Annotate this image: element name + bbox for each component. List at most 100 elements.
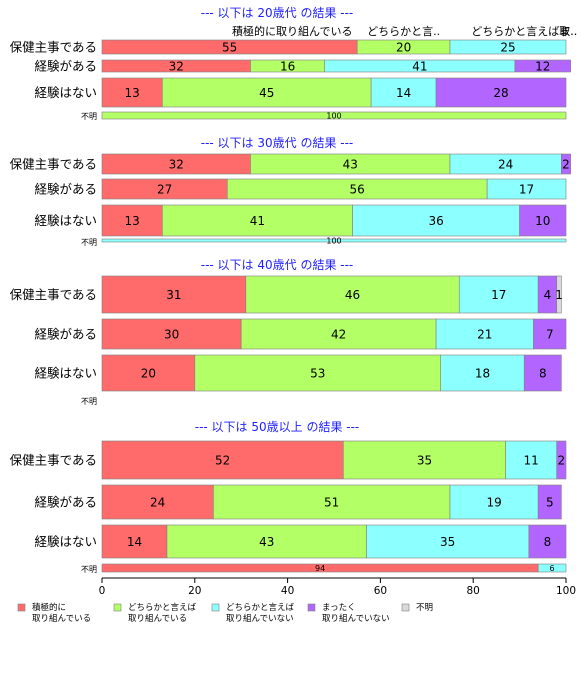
- top-column-label: どちらかと言えば取..: [471, 25, 577, 38]
- bar-segment: [458, 275, 539, 314]
- legend-label: 取り組んでいる: [32, 613, 91, 624]
- row-label: 保健主事である: [10, 453, 97, 468]
- bar-segment: [162, 204, 353, 237]
- row-label: 保健主事である: [10, 157, 97, 172]
- unknown-bar-value-label: 100: [326, 236, 341, 245]
- bar-value-label: 25: [500, 40, 515, 54]
- bar-value-label: 43: [343, 157, 358, 171]
- unknown-bar-segment: [101, 238, 567, 243]
- legend-swatch: [401, 603, 410, 612]
- bar-value-label: 41: [412, 59, 427, 73]
- row-label: 経験はない: [34, 213, 97, 228]
- bar-value-label: 30: [164, 327, 179, 341]
- bar-value-label: 42: [331, 327, 346, 341]
- legend-label: 不明: [416, 603, 433, 613]
- bar-value-label: 17: [491, 288, 506, 302]
- legend-swatch: [17, 603, 26, 612]
- bar-segment: [240, 318, 437, 350]
- bar-segment: [556, 275, 562, 314]
- bar-value-label: 2: [562, 157, 570, 171]
- unknown-bar-segment: [537, 563, 567, 573]
- legend-swatch: [113, 603, 122, 612]
- bar-segment: [514, 59, 571, 73]
- bar-segment: [523, 354, 562, 392]
- bar-segment: [435, 77, 567, 108]
- bar-segment: [166, 524, 367, 559]
- bar-segment: [366, 524, 530, 559]
- x-tick-label: 20: [188, 585, 201, 597]
- bar-segment: [519, 204, 567, 237]
- bar-value-label: 32: [169, 157, 184, 171]
- unknown-bar-segment: [101, 111, 567, 120]
- bar-value-label: 43: [259, 535, 274, 549]
- bar-value-label: 13: [125, 214, 140, 228]
- legend-swatch: [307, 603, 316, 612]
- x-tick-label: 0: [99, 585, 106, 597]
- legend-label: 積極的に: [32, 602, 66, 613]
- bar-segment: [533, 318, 567, 350]
- bar-value-label: 11: [524, 453, 539, 467]
- bar-value-label: 4: [544, 288, 552, 302]
- bar-segment: [537, 484, 562, 520]
- bar-value-label: 51: [324, 495, 339, 509]
- bar-value-label: 53: [310, 366, 325, 380]
- legend-swatch: [211, 603, 220, 612]
- bar-value-label: 14: [396, 86, 411, 100]
- bar-segment: [101, 275, 247, 314]
- bar-value-label: 27: [157, 182, 172, 196]
- bar-value-label: 20: [396, 40, 411, 54]
- legend-label: 取り組んでいる: [128, 613, 187, 624]
- bar-value-label: 55: [222, 40, 237, 54]
- panel-title: --- 以下は 40歳代 の結果 ---: [201, 258, 354, 272]
- x-tick-label: 60: [374, 585, 387, 597]
- bar-value-label: 52: [215, 453, 230, 467]
- x-tick-label: 100: [556, 585, 576, 597]
- legend-label: どちらかと言えば: [226, 602, 295, 613]
- bar-segment: [101, 524, 168, 559]
- bar-value-label: 35: [440, 535, 455, 549]
- bar-value-label: 28: [493, 86, 508, 100]
- legend-label: まったく: [322, 603, 356, 613]
- panel-title: --- 以下は 50歳以上 の結果 ---: [195, 420, 360, 434]
- top-column-label: ま..: [559, 25, 577, 38]
- legend-label: 取り組んでいない: [226, 613, 294, 624]
- legend-label: どちらかと言えば: [128, 602, 197, 613]
- bar-segment: [528, 524, 567, 559]
- bar-value-label: 32: [169, 59, 184, 73]
- panel-title: --- 以下は 30歳代 の結果 ---: [201, 136, 354, 150]
- bar-value-label: 13: [125, 86, 140, 100]
- row-label: 経験がある: [34, 59, 97, 74]
- row-label: 経験がある: [34, 182, 97, 197]
- bar-value-label: 45: [259, 86, 274, 100]
- panel-title: --- 以下は 20歳代 の結果 ---: [201, 6, 354, 20]
- bar-value-label: 36: [428, 214, 443, 228]
- row-label: 保健主事である: [10, 40, 97, 55]
- top-column-label: どちらかと言..: [367, 25, 440, 38]
- unknown-bar-value-label: 100: [326, 111, 341, 120]
- x-tick-label: 40: [281, 585, 294, 597]
- bar-value-label: 24: [150, 495, 165, 509]
- x-tick-label: 80: [467, 585, 480, 597]
- bar-segment: [435, 318, 534, 350]
- bar-segment: [162, 77, 372, 108]
- bar-segment: [486, 178, 567, 200]
- bar-segment: [556, 440, 567, 480]
- bar-segment: [245, 275, 460, 314]
- legend-label: 取り組んでいない: [322, 613, 390, 624]
- bar-segment: [449, 39, 567, 55]
- unknown-row-label: 不明: [81, 238, 97, 247]
- bar-value-label: 10: [535, 214, 550, 228]
- row-label: 経験はない: [34, 534, 97, 549]
- unknown-bar-value-label: 94: [315, 564, 325, 573]
- bar-segment: [213, 484, 451, 520]
- bar-value-label: 56: [350, 182, 365, 196]
- bar-segment: [101, 77, 163, 108]
- bar-value-label: 31: [166, 288, 181, 302]
- unknown-bar-value-label: 6: [550, 564, 555, 573]
- bar-value-label: 21: [477, 327, 492, 341]
- bar-segment: [449, 484, 539, 520]
- row-label: 経験がある: [34, 327, 97, 342]
- bar-segment: [101, 318, 242, 350]
- bar-value-label: 20: [141, 366, 156, 380]
